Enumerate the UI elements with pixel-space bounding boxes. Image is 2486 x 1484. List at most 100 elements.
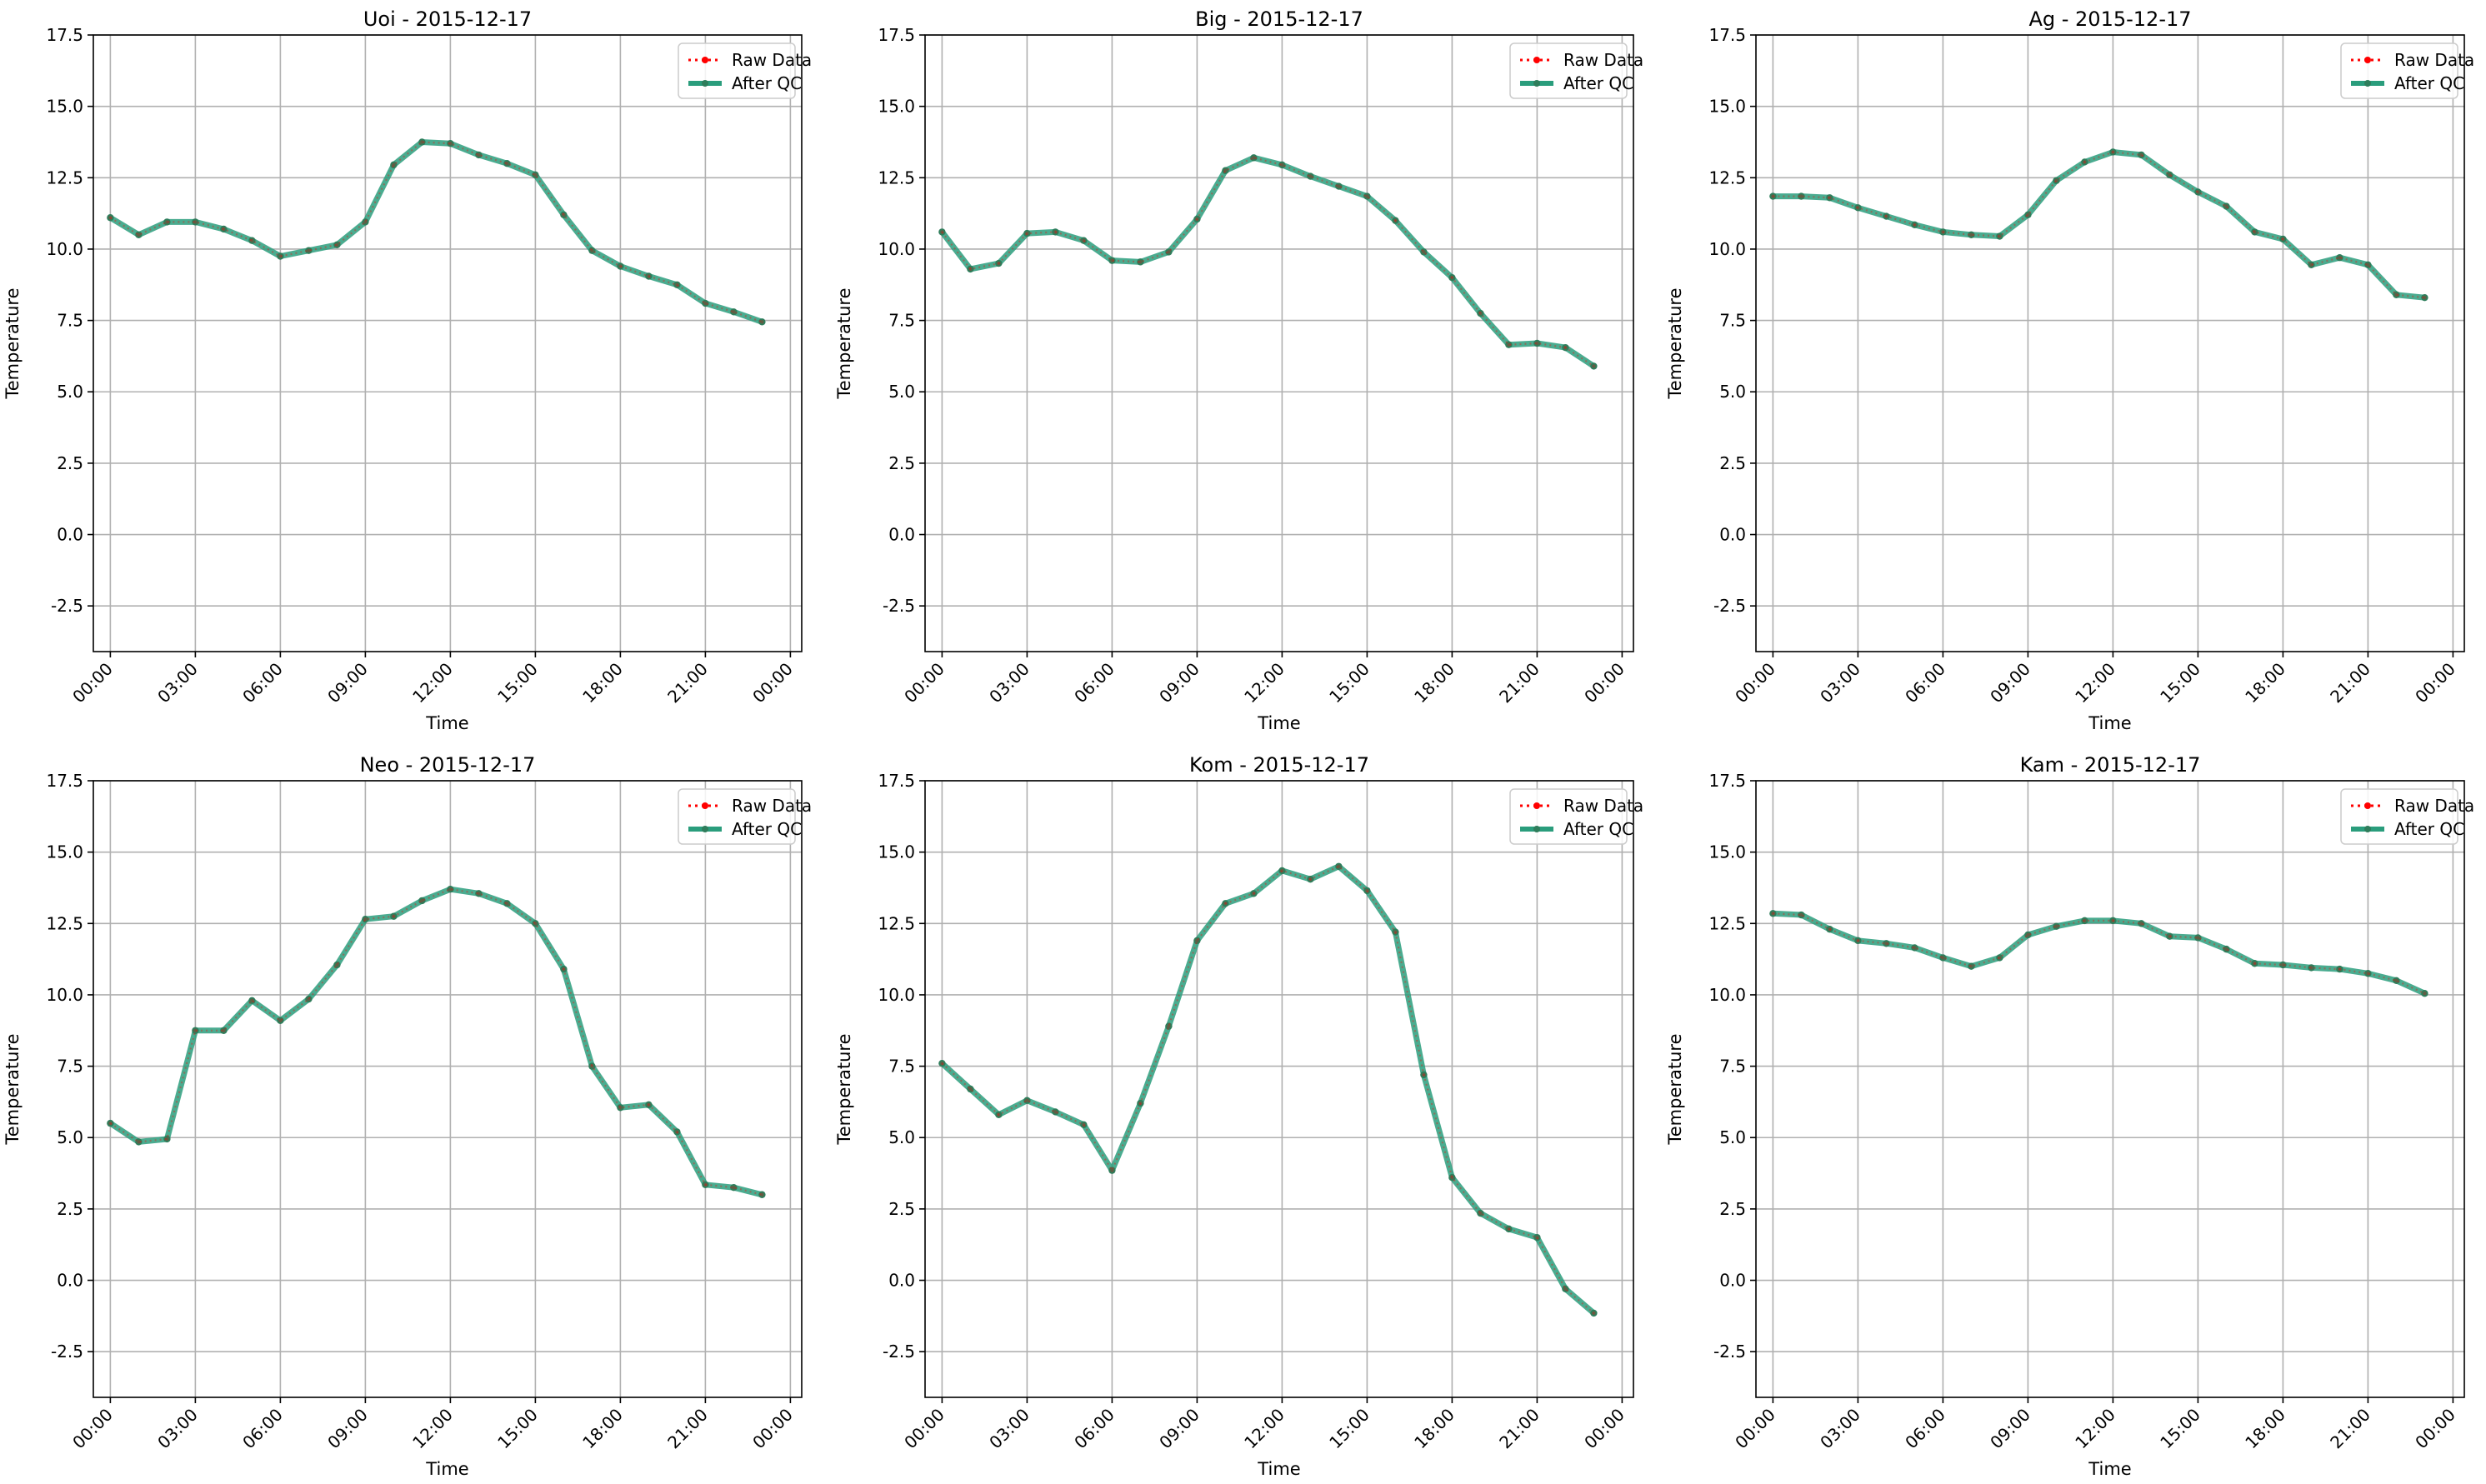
- y-tick-label: 12.5: [1708, 913, 1746, 933]
- x-tick-label: 03:00: [985, 659, 1033, 707]
- after-qc-point: [277, 1017, 284, 1024]
- raw-data-point: [2253, 230, 2257, 234]
- after-qc-point: [1798, 192, 1805, 200]
- raw-data-point: [222, 1028, 226, 1032]
- after-qc-line: [938, 154, 1597, 369]
- raw-data-point: [1082, 238, 1086, 242]
- y-axis-label: Temperature: [834, 1033, 854, 1145]
- raw-data-point: [2054, 178, 2058, 182]
- x-tick-label: 06:00: [238, 659, 287, 707]
- y-tick-label: 12.5: [46, 913, 83, 933]
- after-qc-point: [1533, 339, 1541, 347]
- raw-data-point: [1195, 938, 1199, 943]
- chart-panel-5: -2.5 0.0 2.5 5.0 7.5 10.0 12.5 15.0 17.5 00:00 03:…: [834, 753, 1643, 1479]
- legend-qc-label: After QC: [1563, 73, 1633, 93]
- raw-data-point: [2196, 190, 2200, 194]
- legend-qc-label: After QC: [1563, 819, 1633, 839]
- x-tick-label: 06:00: [1070, 659, 1118, 707]
- after-qc-point: [362, 915, 369, 923]
- after-qc-point: [305, 995, 313, 1003]
- legend-qc-marker: [2364, 826, 2371, 832]
- legend-qc-marker: [2364, 80, 2371, 87]
- raw-data-point: [2196, 936, 2200, 940]
- y-tick-label: 12.5: [878, 913, 915, 933]
- chart-title: Kom - 2015-12-17: [1189, 753, 1369, 777]
- after-qc-point: [938, 228, 946, 236]
- raw-data-point: [1771, 912, 1775, 916]
- after-qc-point: [1307, 875, 1314, 883]
- after-qc-point: [2393, 977, 2400, 985]
- raw-data-point: [1563, 345, 1568, 350]
- y-tick-label: 15.0: [46, 97, 83, 117]
- legend-raw-marker: [1533, 802, 1540, 809]
- y-tick-label: 12.5: [46, 167, 83, 187]
- x-tick-label: 03:00: [1816, 1405, 1864, 1453]
- y-tick-label: 17.5: [1708, 25, 1746, 45]
- raw-data-point: [1799, 194, 1803, 198]
- after-qc-point: [2081, 917, 2088, 925]
- after-qc-point: [1137, 258, 1144, 266]
- x-tick-label: 21:00: [663, 1405, 712, 1453]
- x-tick-label: 00:00: [1731, 659, 1779, 707]
- raw-data-point: [1507, 1227, 1511, 1232]
- raw-data-point: [1365, 194, 1369, 198]
- grid: [93, 780, 802, 1397]
- raw-data-point: [675, 282, 679, 287]
- raw-data-point: [2366, 972, 2370, 976]
- raw-data-point: [2026, 212, 2030, 217]
- after-qc-point: [333, 961, 341, 969]
- x-axis-label: Time: [425, 713, 468, 733]
- after-qc-point: [673, 281, 681, 288]
- chart-panel-4: -2.5 0.0 2.5 5.0 7.5 10.0 12.5 15.0 17.5 00:00 03:…: [3, 753, 812, 1479]
- x-tick-label: 21:00: [1495, 659, 1543, 707]
- after-qc-point: [2364, 261, 2372, 268]
- after-qc-point: [2308, 261, 2315, 268]
- after-qc-point: [1533, 1233, 1541, 1242]
- raw-data-point: [2168, 172, 2172, 177]
- series-raw-data: [940, 156, 1596, 368]
- y-tick-label: 0.0: [57, 525, 83, 545]
- after-qc-point: [1052, 1108, 1059, 1116]
- after-qc-point: [2194, 188, 2202, 196]
- after-qc-point: [1590, 362, 1598, 370]
- raw-data-point: [1280, 162, 1284, 167]
- series-raw-data: [108, 140, 764, 324]
- after-qc-point: [1939, 228, 1947, 236]
- after-qc-point: [2279, 961, 2287, 969]
- y-tick-label: 7.5: [1719, 311, 1746, 331]
- after-qc-point: [1911, 221, 1918, 229]
- raw-data-point: [2281, 962, 2285, 967]
- after-qc-point: [1307, 172, 1314, 180]
- after-qc-point: [163, 1135, 171, 1143]
- after-qc-point: [107, 1119, 114, 1127]
- after-qc-point: [1883, 940, 1890, 947]
- after-qc-point: [1250, 890, 1258, 897]
- raw-data-point: [2139, 922, 2143, 926]
- y-tick-label: 10.0: [878, 985, 915, 1005]
- x-tick-label: 03:00: [153, 1405, 202, 1453]
- after-qc-point: [1769, 910, 1777, 917]
- legend-raw-marker: [1533, 57, 1540, 63]
- after-qc-point: [967, 265, 974, 273]
- raw-data-point: [562, 212, 566, 217]
- y-tick-label: 12.5: [878, 167, 915, 187]
- after-qc-point: [2421, 990, 2428, 997]
- after-qc-point: [1477, 309, 1484, 317]
- raw-data-point: [1535, 341, 1539, 346]
- after-qc-point: [2166, 171, 2173, 179]
- x-tick-label: 00:00: [748, 1405, 797, 1453]
- after-qc-point: [1769, 192, 1777, 200]
- raw-data-point: [165, 1137, 169, 1142]
- after-qc-point: [532, 920, 539, 927]
- x-axis-label: Time: [2088, 1459, 2131, 1479]
- x-tick-label: 18:00: [578, 1405, 627, 1453]
- after-qc-point: [248, 997, 256, 1004]
- after-qc-point: [1996, 954, 2003, 962]
- legend: Raw Data After QC: [678, 788, 812, 845]
- after-qc-point: [418, 897, 426, 905]
- raw-data-point: [1337, 864, 1341, 868]
- series-raw-data: [1771, 150, 2427, 300]
- after-qc-point: [220, 225, 228, 233]
- after-qc-point: [1335, 182, 1343, 190]
- after-qc-point: [135, 1138, 143, 1146]
